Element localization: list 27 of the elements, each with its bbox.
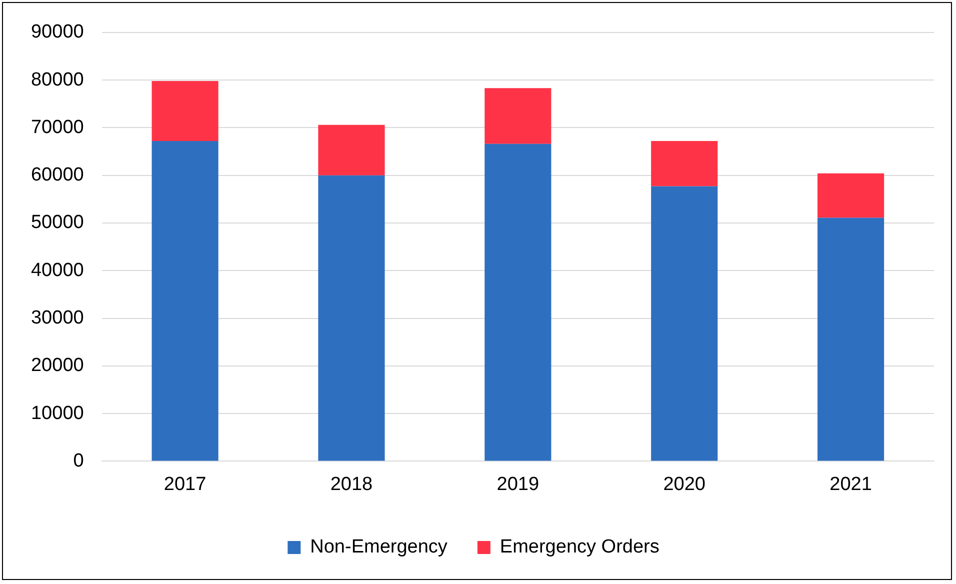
x-tick-label: 2019 (496, 474, 540, 495)
x-tick-label: 2020 (663, 474, 706, 495)
y-tick-label: 0 (73, 450, 84, 472)
y-tick-label: 90000 (30, 22, 84, 43)
legend-label: Emergency Orders (500, 536, 660, 558)
bar (152, 81, 218, 142)
bar (817, 218, 884, 461)
x-tick-label: 2021 (830, 474, 872, 495)
bar (817, 173, 884, 218)
x-tick-label: 2017 (164, 474, 206, 495)
y-tick-label: 20000 (30, 355, 84, 376)
bar (651, 141, 718, 186)
y-tick-label: 60000 (30, 164, 84, 186)
bar (484, 144, 552, 461)
y-tick-label: 10000 (30, 402, 84, 424)
y-tick-label: 40000 (30, 260, 84, 281)
y-tick-label: 50000 (30, 212, 84, 234)
legend-label: Non-Emergency (310, 536, 448, 558)
y-tick-label: 30000 (30, 308, 84, 328)
bar (484, 88, 552, 144)
bar (318, 124, 385, 176)
bar (318, 175, 385, 461)
x-tick-label: 2018 (330, 474, 373, 495)
bar (152, 141, 218, 461)
y-tick-label: 70000 (30, 116, 84, 138)
y-tick-label: 80000 (30, 69, 84, 90)
bar (651, 186, 718, 461)
